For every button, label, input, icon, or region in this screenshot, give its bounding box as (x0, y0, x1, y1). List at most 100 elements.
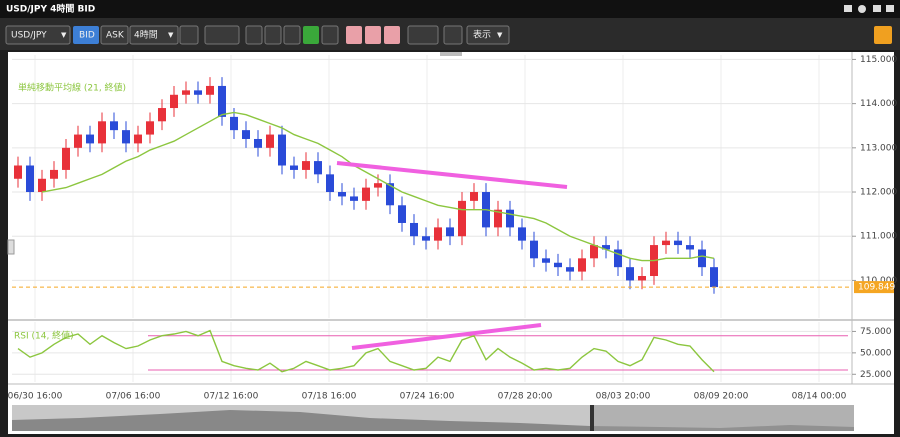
candle-body (614, 249, 622, 268)
toolbar: USD/JPY ▼ BID ASK 4時間 ▼ 表示 ▼ (0, 18, 900, 50)
y-tick-label: 75.000 (860, 327, 892, 337)
x-tick-label: 08/03 20:00 (596, 392, 651, 402)
draw-tool[interactable] (384, 26, 400, 44)
x-tick-label: 07/24 16:00 (400, 392, 455, 402)
candle-body (506, 209, 514, 228)
candle-body (50, 169, 58, 179)
candle-body (662, 240, 670, 246)
layout-button-active[interactable] (303, 26, 319, 44)
y-tick-label: 50.000 (860, 348, 892, 358)
resize-handle[interactable] (440, 52, 462, 56)
draw-tool[interactable] (365, 26, 381, 44)
candle-body (422, 236, 430, 241)
chart-type-button[interactable] (204, 25, 240, 45)
x-tick-label: 06/30 16:00 (8, 392, 63, 402)
current-price-box (854, 281, 894, 294)
candle-body (710, 267, 718, 288)
candle-body (638, 276, 646, 281)
x-tick-label: 08/09 20:00 (694, 392, 749, 402)
candle-body (326, 174, 334, 193)
x-tick-label: 08/14 00:00 (792, 392, 847, 402)
layout-button[interactable] (321, 25, 339, 45)
candle-body (122, 130, 130, 144)
candle-body (302, 161, 310, 170)
candle-body (338, 192, 346, 197)
candle-body (254, 138, 262, 148)
candle-body (398, 205, 406, 223)
candle-body (578, 258, 586, 272)
candle-body (86, 134, 94, 144)
candle-body (542, 258, 550, 263)
y-tick-label: 111.000 (860, 232, 897, 242)
y-tick-label: 25.000 (860, 370, 892, 380)
candle-body (38, 178, 46, 193)
ask-label: ASK (106, 31, 125, 41)
x-tick-label: 07/28 20:00 (498, 392, 553, 402)
candle-body (686, 245, 694, 250)
dropdown-arrow: ▼ (168, 31, 174, 39)
candle-body (134, 134, 142, 144)
ask-button[interactable] (100, 25, 129, 45)
candle-body (74, 134, 82, 148)
x-tick-label: 07/06 16:00 (106, 392, 161, 402)
y-tick-label: 114.000 (860, 99, 897, 109)
y-tick-label: 113.000 (860, 143, 897, 153)
dropdown-arrow: ▼ (497, 31, 503, 39)
timeframe: 4時間 (134, 30, 158, 41)
x-tick-label: 07/18 16:00 (302, 392, 357, 402)
bid-label: BID (79, 31, 95, 41)
candle-body (314, 161, 322, 175)
candle-body (26, 165, 34, 193)
candle-body (218, 85, 226, 117)
symbol: USD/JPY (11, 31, 47, 41)
draw-tool[interactable] (346, 26, 362, 44)
candle-body (386, 183, 394, 206)
candle-body (554, 262, 562, 268)
candle-body (590, 245, 598, 259)
pen-tool[interactable] (407, 25, 439, 45)
view-label: 表示 (473, 29, 491, 41)
candle-body (182, 90, 190, 95)
symbol-select[interactable] (5, 25, 71, 45)
candle-body (410, 222, 418, 237)
window-title: USD/JPY 4時間 BID (6, 3, 95, 15)
trend-annotation[interactable] (351, 323, 542, 350)
link-button[interactable] (179, 25, 199, 45)
candle-body (194, 90, 202, 95)
screenshot-button[interactable] (443, 25, 463, 45)
settings-button[interactable] (874, 26, 892, 44)
candle-body (206, 85, 214, 95)
candle-body (14, 165, 22, 179)
timeframe-select[interactable] (129, 25, 179, 45)
candle-body (278, 134, 286, 166)
candle-body (230, 116, 238, 131)
view-menu[interactable] (466, 25, 510, 45)
layout-button[interactable] (283, 25, 301, 45)
title-bar (0, 0, 900, 18)
candle-body (602, 245, 610, 250)
candle-body (518, 227, 526, 241)
candle-body (170, 94, 178, 109)
candle-body (470, 192, 478, 201)
candle-body (530, 240, 538, 259)
candle-body (446, 227, 454, 237)
y-tick-label: 115.000 (860, 55, 897, 65)
trend-annotation[interactable] (336, 161, 568, 189)
candle-body (362, 187, 370, 201)
y-tick-label: 112.000 (860, 188, 897, 198)
bid-button[interactable] (73, 26, 99, 44)
candle-body (290, 165, 298, 170)
navigator (12, 405, 854, 431)
zoom-in[interactable] (245, 25, 263, 45)
candle-body (242, 130, 250, 139)
y-tick-label: 110.000 (860, 276, 897, 286)
window-controls[interactable] (844, 5, 894, 13)
candle-body (434, 227, 442, 241)
side-handle[interactable] (7, 239, 15, 255)
candle-body (158, 108, 166, 122)
ma-label: 単純移動平均線 (21, 終値) (18, 82, 126, 94)
candle-body (674, 240, 682, 246)
candle-body (458, 200, 466, 237)
zoom-out[interactable] (264, 25, 282, 45)
